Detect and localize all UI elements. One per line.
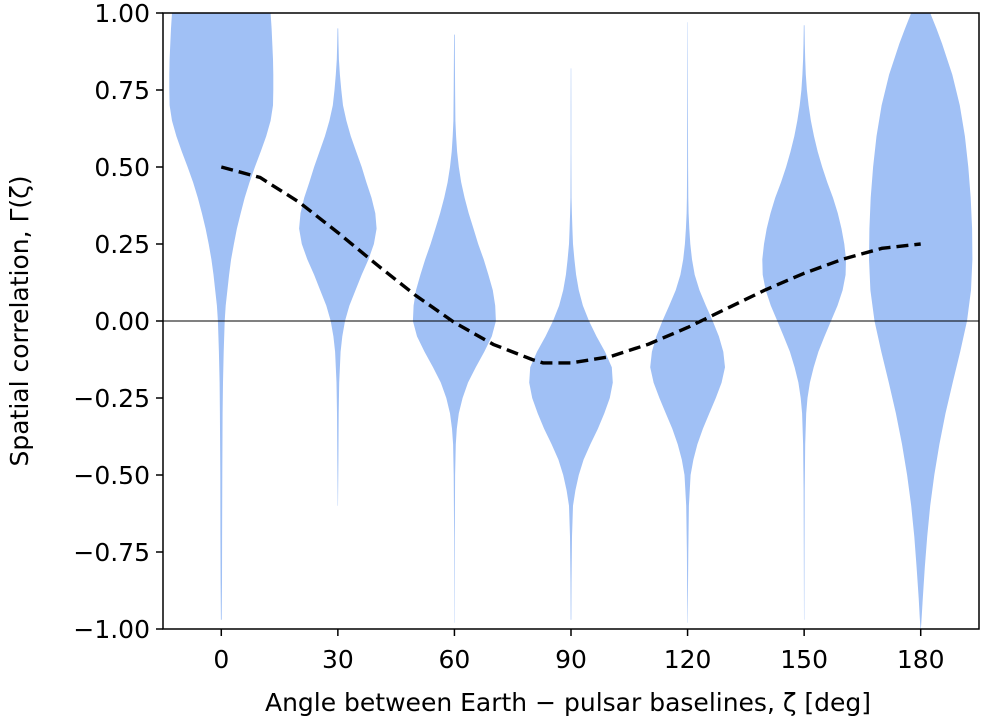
x-axis-ticks: 0 30 60 90 120 150 180 — [213, 629, 945, 674]
y-tick-label: −1.00 — [73, 615, 150, 644]
y-tick-label: −0.50 — [73, 461, 150, 490]
y-tick-label: 0.25 — [94, 230, 150, 259]
x-tick-label: 0 — [213, 645, 229, 674]
violin-150 — [762, 25, 846, 620]
violin-group — [169, 13, 973, 629]
violin-0 — [169, 13, 274, 620]
violin-30 — [299, 28, 377, 506]
violin-120 — [650, 22, 725, 623]
y-tick-label: 0.50 — [94, 153, 150, 182]
y-tick-label: 0.75 — [94, 76, 150, 105]
y-tick-label: 1.00 — [94, 0, 150, 28]
y-tick-label: 0.00 — [94, 307, 150, 336]
y-tick-label: −0.75 — [73, 538, 150, 567]
y-tick-label: −0.25 — [73, 384, 150, 413]
x-tick-label: 30 — [322, 645, 354, 674]
x-tick-label: 60 — [439, 645, 471, 674]
x-tick-label: 120 — [664, 645, 712, 674]
x-axis-label: Angle between Earth − pulsar baselines, … — [265, 688, 871, 717]
violin-90 — [529, 68, 613, 620]
x-tick-label: 180 — [897, 645, 945, 674]
y-axis-ticks: 1.00 0.75 0.50 0.25 0.00 −0.25 −0.50 −0.75 −1.00 — [73, 0, 163, 644]
x-tick-label: 90 — [555, 645, 587, 674]
x-tick-label: 150 — [780, 645, 828, 674]
y-axis-label: Spatial correlation, Γ(ζ) — [5, 175, 34, 466]
violin-60 — [412, 34, 496, 623]
expected-correlation-curve — [220, 165, 921, 365]
